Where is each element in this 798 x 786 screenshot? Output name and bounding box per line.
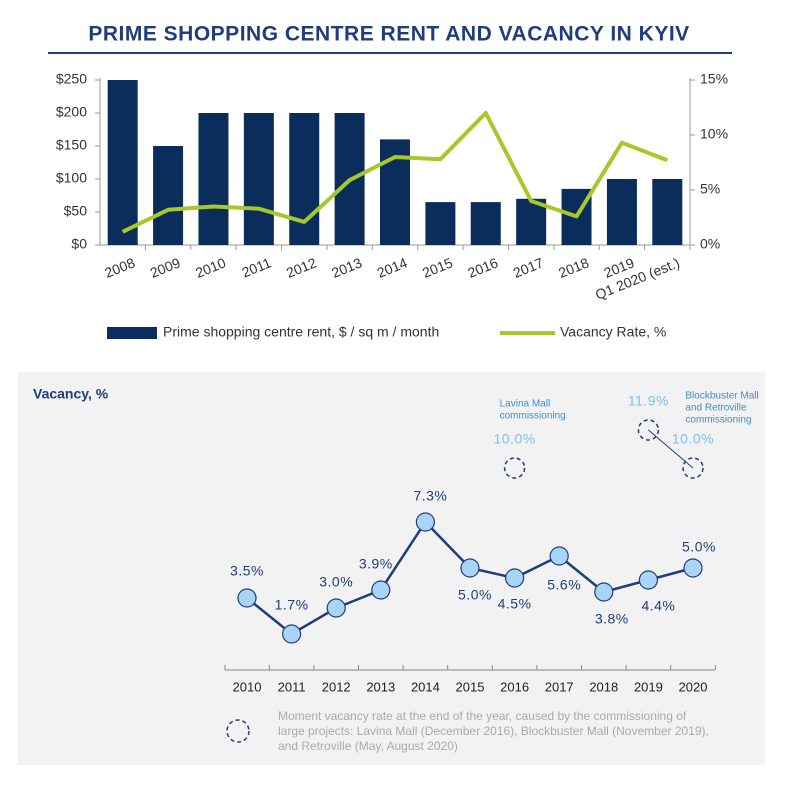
y-tick-label: $50 — [64, 203, 88, 219]
annotation: commissioning — [500, 411, 566, 422]
legend-label: Prime shopping centre rent, $ / sq m / m… — [163, 324, 439, 340]
x-tick-label: 2009 — [148, 254, 183, 281]
bar — [243, 113, 274, 245]
data-label: 5.0% — [682, 539, 716, 555]
bar — [652, 179, 683, 245]
data-label: 5.0% — [458, 587, 492, 603]
moment-label: 10.0% — [672, 431, 714, 447]
data-label: 3.5% — [230, 563, 264, 579]
x-tick-label: 2011 — [239, 254, 273, 280]
data-label: 1.7% — [275, 597, 309, 613]
note: and Retroville (May, August 2020) — [278, 739, 458, 753]
y-tick-label: $100 — [56, 170, 87, 186]
y-tick-label: $200 — [56, 104, 87, 120]
annotation: Blockbuster Mall — [685, 391, 758, 402]
data-label: 4.5% — [498, 596, 532, 612]
data-label: 3.0% — [319, 574, 353, 590]
bar — [198, 113, 229, 245]
x-tick-label: 2018 — [589, 679, 618, 694]
bar — [606, 179, 637, 245]
x-tick-label: 2015 — [456, 679, 485, 694]
x-tick-label: 2014 — [375, 254, 410, 281]
note-symbol — [226, 719, 250, 743]
y-tick-label: $150 — [56, 137, 87, 153]
y-tick-label: $0 — [71, 236, 87, 252]
y2-tick-label: 15% — [700, 71, 728, 87]
bar — [107, 80, 138, 245]
x-tick-label: 2014 — [411, 679, 440, 694]
legend-swatch — [107, 327, 157, 339]
panel-title: Vacancy, % — [33, 386, 109, 402]
x-tick-label: 2016 — [465, 254, 500, 281]
point — [326, 598, 346, 618]
point — [594, 582, 614, 602]
y-tick-label: $250 — [56, 71, 87, 87]
point — [683, 558, 703, 578]
x-tick-label: 2017 — [511, 254, 546, 281]
vacancy-line — [121, 111, 669, 234]
data-label: 3.8% — [595, 611, 629, 627]
x-tick-label: 2016 — [500, 679, 529, 694]
data-label: 3.9% — [359, 556, 393, 572]
bar — [153, 146, 184, 245]
data-label: 4.4% — [641, 598, 675, 614]
x-tick-label: 2010 — [233, 679, 262, 694]
x-tick-label: 2020 — [679, 679, 708, 694]
legend-label: Vacancy Rate, % — [560, 324, 666, 340]
y2-tick-label: 0% — [700, 236, 720, 252]
moment-point — [637, 419, 660, 441]
x-tick-label: 2018 — [556, 254, 591, 281]
moment-point — [503, 457, 526, 479]
x-tick-label: 2017 — [545, 679, 574, 694]
x-tick-label: 2012 — [322, 679, 351, 694]
x-tick-label: 2010 — [193, 254, 228, 281]
y2-tick-label: 5% — [700, 181, 720, 197]
moment-point — [682, 457, 704, 479]
point — [415, 512, 435, 532]
moment-label: 10.0% — [493, 431, 535, 447]
x-tick-label: 2011 — [278, 679, 306, 694]
note: large projects: Lavina Mall (December 20… — [278, 724, 709, 738]
bar — [425, 202, 456, 245]
annotation: Lavina Mall — [500, 399, 551, 410]
x-tick-label: 2013 — [366, 679, 395, 694]
moment-label: 11.9% — [628, 393, 669, 409]
point — [638, 570, 659, 590]
bar — [470, 202, 501, 245]
point — [371, 580, 391, 600]
panel — [18, 372, 765, 765]
point — [549, 546, 569, 566]
x-tick-label: 2019 — [634, 679, 663, 694]
point — [282, 624, 302, 644]
data-label: 7.3% — [413, 488, 447, 504]
point — [460, 558, 480, 578]
annotation: commissioning — [685, 415, 751, 426]
x-tick-label: 2008 — [102, 254, 137, 281]
note: Moment vacancy rate at the end of the ye… — [278, 709, 687, 723]
x-tick-label: 2012 — [284, 254, 319, 281]
annotation: and Retroville — [685, 403, 747, 414]
data-label: 5.6% — [547, 577, 581, 593]
bar — [289, 113, 320, 245]
x-tick-label: 2015 — [420, 254, 455, 281]
point — [504, 568, 525, 588]
x-tick-label: 2013 — [329, 254, 364, 281]
y2-tick-label: 10% — [700, 126, 728, 142]
chart-title: PRIME SHOPPING CENTRE RENT AND VACANCY I… — [88, 23, 689, 46]
point — [237, 588, 257, 608]
